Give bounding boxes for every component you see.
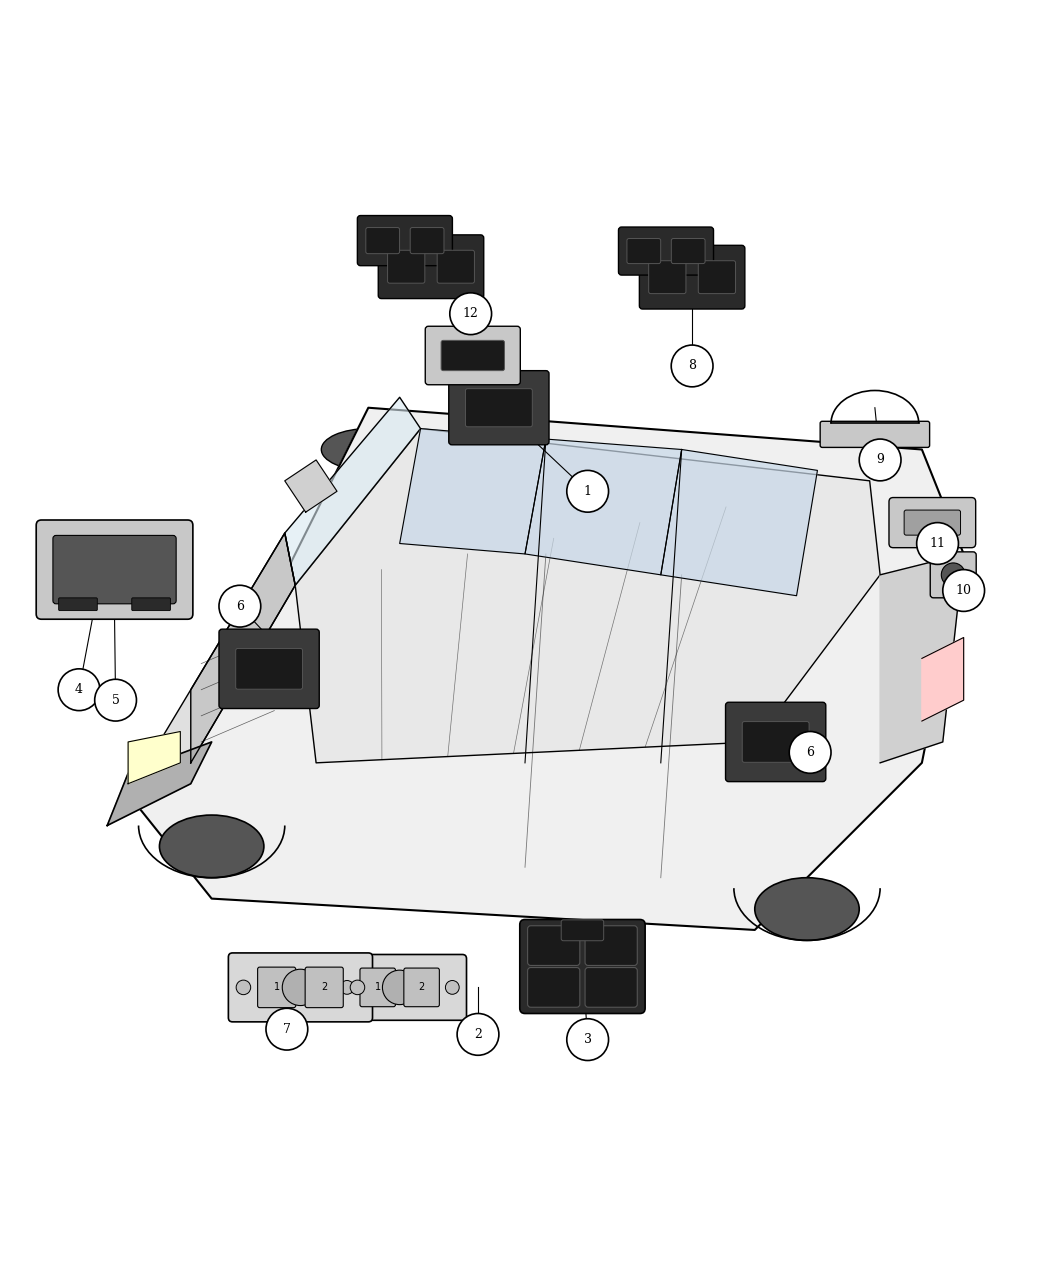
FancyBboxPatch shape	[333, 955, 466, 1020]
Text: 4: 4	[75, 683, 83, 696]
FancyBboxPatch shape	[387, 250, 425, 283]
Circle shape	[219, 585, 260, 627]
Polygon shape	[525, 439, 681, 575]
Text: 7: 7	[282, 1023, 291, 1035]
Circle shape	[236, 980, 251, 994]
Polygon shape	[128, 732, 181, 784]
Circle shape	[790, 732, 831, 773]
Text: 11: 11	[929, 537, 946, 550]
Polygon shape	[880, 553, 964, 762]
FancyBboxPatch shape	[820, 421, 929, 448]
Text: 9: 9	[876, 454, 884, 467]
FancyBboxPatch shape	[357, 215, 453, 265]
FancyBboxPatch shape	[360, 968, 396, 1007]
FancyBboxPatch shape	[378, 235, 484, 298]
Polygon shape	[128, 408, 964, 929]
FancyBboxPatch shape	[930, 552, 976, 598]
Text: 8: 8	[688, 360, 696, 372]
FancyBboxPatch shape	[411, 227, 444, 254]
Circle shape	[941, 564, 965, 586]
Polygon shape	[107, 742, 212, 825]
FancyBboxPatch shape	[465, 389, 532, 427]
Circle shape	[943, 570, 985, 612]
FancyBboxPatch shape	[627, 238, 660, 264]
FancyBboxPatch shape	[219, 629, 319, 709]
Circle shape	[351, 980, 364, 994]
FancyBboxPatch shape	[520, 919, 645, 1014]
Text: 2: 2	[474, 1028, 482, 1040]
Polygon shape	[922, 638, 964, 722]
Circle shape	[340, 980, 354, 994]
FancyBboxPatch shape	[742, 722, 810, 762]
Text: 6: 6	[236, 599, 244, 613]
Text: 5: 5	[111, 694, 120, 706]
FancyBboxPatch shape	[306, 968, 343, 1007]
FancyBboxPatch shape	[585, 968, 637, 1007]
FancyBboxPatch shape	[404, 968, 439, 1007]
Polygon shape	[285, 398, 421, 585]
Text: 10: 10	[956, 584, 971, 597]
FancyBboxPatch shape	[425, 326, 521, 385]
FancyBboxPatch shape	[59, 598, 98, 611]
Circle shape	[445, 980, 459, 994]
Ellipse shape	[321, 428, 416, 470]
Ellipse shape	[160, 815, 264, 877]
Circle shape	[567, 1019, 609, 1061]
Text: 2: 2	[321, 983, 328, 992]
FancyBboxPatch shape	[618, 227, 714, 275]
Polygon shape	[660, 450, 818, 595]
Circle shape	[457, 1014, 499, 1056]
FancyBboxPatch shape	[52, 536, 176, 604]
FancyBboxPatch shape	[649, 260, 686, 293]
Polygon shape	[285, 460, 337, 513]
Circle shape	[859, 439, 901, 481]
Circle shape	[671, 346, 713, 386]
Text: 1: 1	[584, 484, 591, 497]
FancyBboxPatch shape	[365, 227, 400, 254]
Circle shape	[94, 680, 136, 722]
FancyBboxPatch shape	[726, 703, 825, 782]
Circle shape	[567, 470, 609, 513]
Text: 3: 3	[584, 1033, 591, 1045]
FancyBboxPatch shape	[441, 340, 504, 371]
FancyBboxPatch shape	[671, 238, 706, 264]
FancyBboxPatch shape	[229, 952, 373, 1021]
Text: 1: 1	[274, 983, 279, 992]
FancyBboxPatch shape	[639, 245, 744, 309]
FancyBboxPatch shape	[698, 260, 736, 293]
Polygon shape	[128, 533, 295, 794]
FancyBboxPatch shape	[527, 926, 580, 965]
Ellipse shape	[755, 877, 859, 941]
Text: 1: 1	[375, 983, 381, 992]
FancyBboxPatch shape	[904, 510, 961, 536]
Polygon shape	[400, 428, 546, 553]
FancyBboxPatch shape	[585, 926, 637, 965]
Text: 6: 6	[806, 746, 814, 759]
Polygon shape	[191, 533, 295, 762]
FancyBboxPatch shape	[561, 919, 604, 941]
Polygon shape	[295, 428, 880, 762]
Circle shape	[266, 1009, 308, 1051]
FancyBboxPatch shape	[889, 497, 975, 548]
FancyBboxPatch shape	[235, 649, 302, 690]
Circle shape	[58, 669, 100, 710]
Circle shape	[382, 970, 417, 1005]
Circle shape	[917, 523, 959, 565]
FancyBboxPatch shape	[437, 250, 475, 283]
Ellipse shape	[827, 491, 911, 533]
Text: 12: 12	[463, 307, 479, 320]
Circle shape	[282, 969, 318, 1006]
Circle shape	[449, 293, 491, 334]
FancyBboxPatch shape	[257, 968, 296, 1007]
FancyBboxPatch shape	[131, 598, 170, 611]
Text: 2: 2	[419, 983, 424, 992]
FancyBboxPatch shape	[527, 968, 580, 1007]
FancyBboxPatch shape	[36, 520, 193, 620]
FancyBboxPatch shape	[448, 371, 549, 445]
